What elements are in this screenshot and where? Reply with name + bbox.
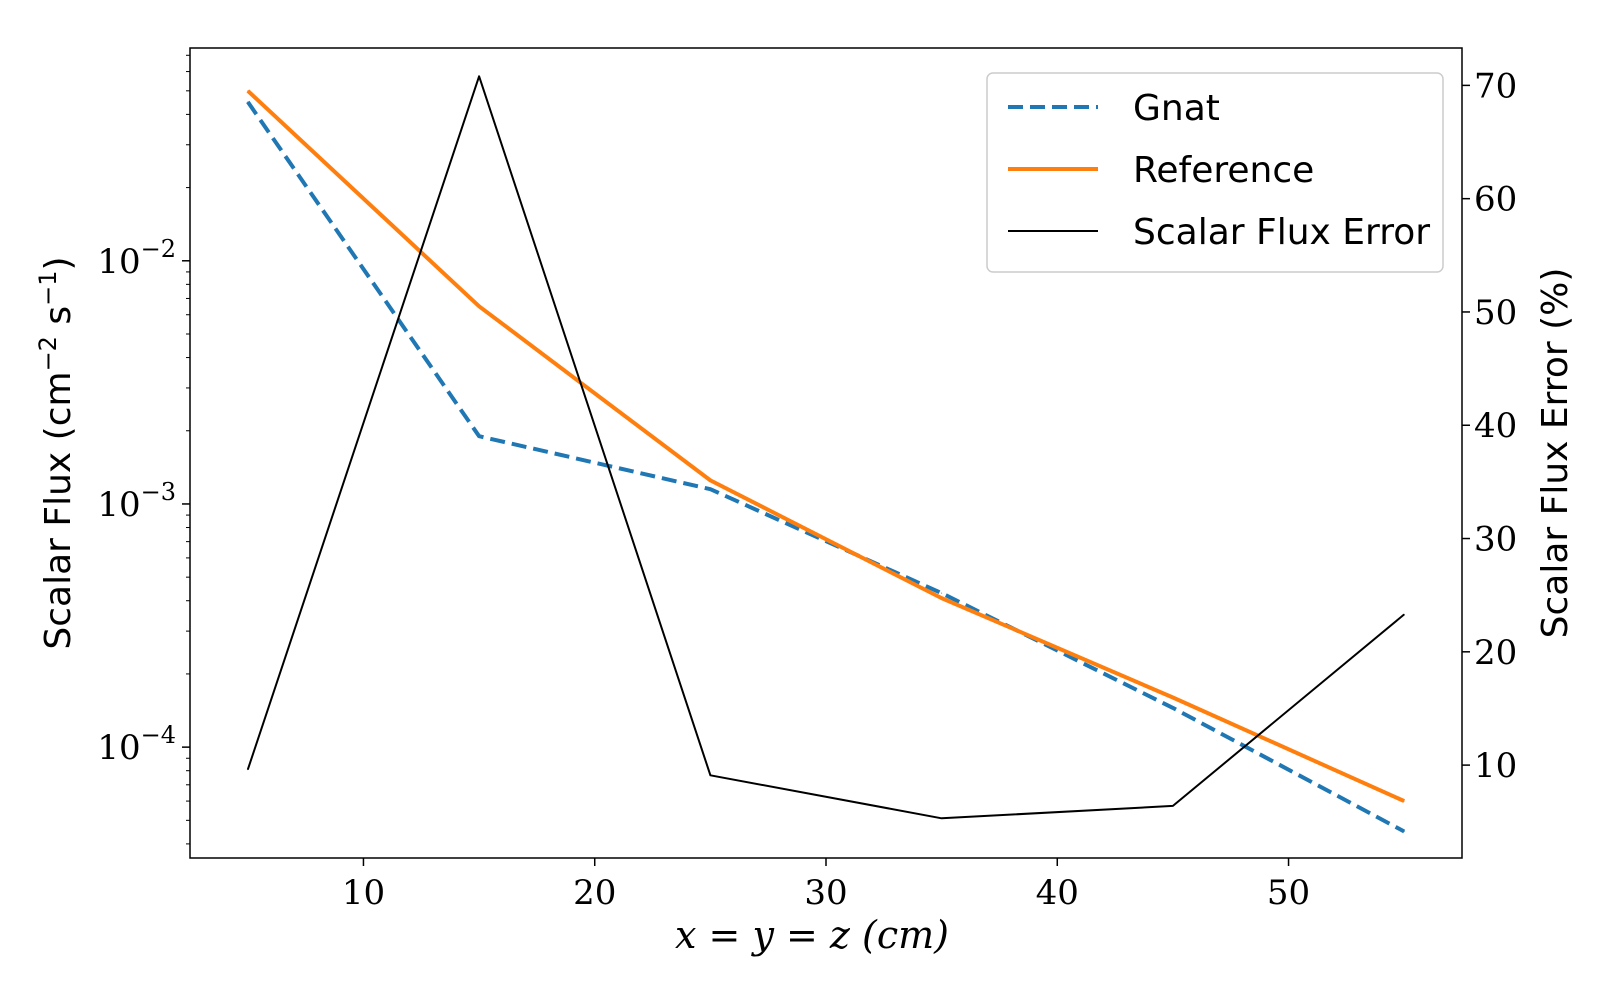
right-y-tick-label-10: 10 xyxy=(1474,746,1517,786)
x-tick-label-40: 40 xyxy=(1036,873,1079,913)
data-point-scalar-flux-error-5 xyxy=(1403,613,1405,615)
x-tick-label-10: 10 xyxy=(342,873,385,913)
legend-label-scalar-flux-error: Scalar Flux Error xyxy=(1133,212,1430,253)
right-y-tick-label-30: 30 xyxy=(1474,520,1517,560)
data-point-scalar-flux-error-3 xyxy=(941,817,943,819)
x-axis-title: x = y = z (cm) xyxy=(675,913,949,957)
legend: Gnat Reference Scalar Flux Error xyxy=(986,72,1444,273)
right-y-tick-label-20: 20 xyxy=(1474,633,1517,673)
left-y-tick-label: 10−2 xyxy=(97,235,176,282)
legend-label-gnat: Gnat xyxy=(1133,88,1220,129)
legend-items: Gnat Reference Scalar Flux Error xyxy=(1008,88,1430,253)
data-point-reference-2 xyxy=(709,479,711,481)
right-y-axis-ticks: 10 20 30 40 50 60 70 xyxy=(1462,66,1517,786)
right-y-tick-label-40: 40 xyxy=(1474,406,1517,446)
data-point-scalar-flux-error-0 xyxy=(247,769,249,771)
data-point-gnat-2 xyxy=(709,488,711,490)
x-axis-ticks: 10 20 30 40 50 xyxy=(342,858,1310,913)
data-point-reference-3 xyxy=(941,597,943,599)
data-point-scalar-flux-error-4 xyxy=(1172,805,1174,807)
data-point-reference-1 xyxy=(478,305,480,307)
x-tick-label-50: 50 xyxy=(1267,873,1310,913)
series-line-scalar-flux-error xyxy=(246,75,1405,820)
data-point-scalar-flux-error-1 xyxy=(478,75,480,77)
x-tick-label-30: 30 xyxy=(804,873,847,913)
legend-box xyxy=(986,72,1444,273)
data-point-gnat-3 xyxy=(941,592,943,594)
data-point-gnat-4 xyxy=(1172,707,1174,709)
data-point-gnat-0 xyxy=(247,101,249,103)
right-y-axis-title: Scalar Flux Error (%) xyxy=(1535,268,1576,639)
series-line-reference xyxy=(246,89,1406,803)
data-point-reference-5 xyxy=(1403,800,1405,802)
data-point-reference-4 xyxy=(1172,696,1174,698)
left-y-axis-title: Scalar Flux (cm−2 s−1) xyxy=(34,256,79,649)
right-y-tick-label-50: 50 xyxy=(1474,293,1517,333)
left-y-tick-label: 10−4 xyxy=(97,721,176,768)
left-y-axis-ticks: 10−4 10−3 10−2 xyxy=(97,54,190,845)
data-point-gnat-5 xyxy=(1403,830,1405,832)
right-y-tick-label-70: 70 xyxy=(1474,66,1517,106)
data-point-gnat-1 xyxy=(478,435,480,437)
right-y-tick-label-60: 60 xyxy=(1474,180,1517,220)
data-point-reference-0 xyxy=(247,90,249,92)
x-tick-label-20: 20 xyxy=(573,873,616,913)
data-point-scalar-flux-error-2 xyxy=(709,774,711,776)
series-lines xyxy=(246,75,1406,834)
legend-label-reference: Reference xyxy=(1133,150,1314,191)
left-y-tick-label: 10−3 xyxy=(97,478,176,525)
